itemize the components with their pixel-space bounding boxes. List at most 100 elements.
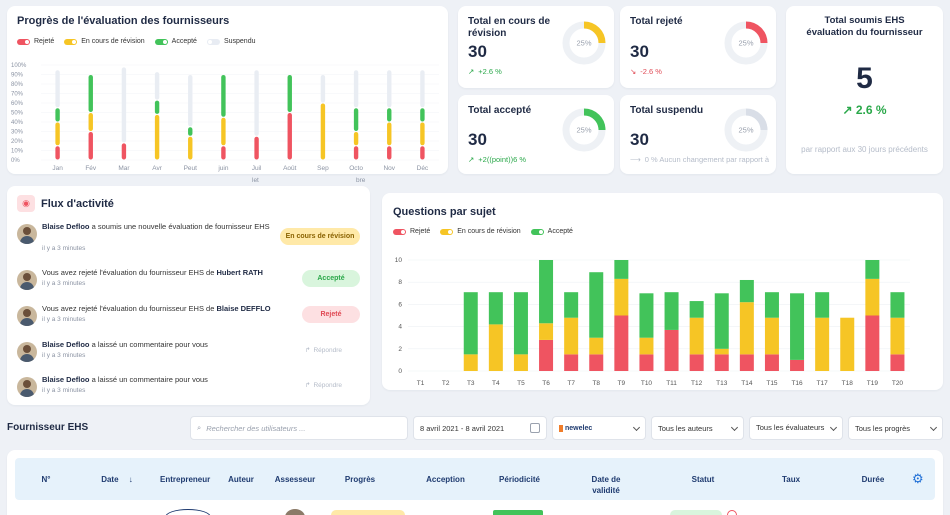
avatar (17, 224, 37, 244)
questions-title: Questions par sujet (393, 206, 496, 218)
bar-segment (188, 127, 193, 136)
kpi-review-donut: 25% (562, 21, 606, 65)
col-author[interactable]: Auteur (228, 475, 254, 484)
col-assessor[interactable]: Assesseur (274, 475, 316, 484)
donut-label: 25% (576, 39, 591, 48)
bar-segment (564, 292, 579, 318)
y-tick-label: 20% (11, 139, 24, 145)
status-badge[interactable]: Accepté (302, 270, 360, 287)
bar-segment (188, 136, 193, 160)
activity-title: Flux d'activité (41, 198, 114, 210)
bar-segment (387, 108, 392, 122)
reply-button[interactable]: ↱ Répondre (304, 346, 342, 355)
legend-review[interactable]: En cours de révision (440, 228, 521, 235)
col-status[interactable]: Statut (691, 475, 715, 484)
bar-segment (254, 70, 259, 136)
calendar-icon (530, 423, 540, 433)
bar-segment (639, 293, 654, 338)
bar-segment (463, 292, 478, 355)
bar-segment (639, 354, 654, 371)
gear-icon[interactable]: ⚙ (912, 471, 924, 486)
y-tick-label: 4 (398, 324, 402, 331)
bar-segment (689, 317, 704, 355)
bar-segment (55, 108, 60, 122)
status-badge[interactable]: En cours de révision (280, 228, 360, 245)
x-tick-label: T14 (741, 380, 753, 387)
legend-rejected[interactable]: Rejeté (17, 38, 54, 45)
search-icon: ⌕ (197, 423, 202, 432)
donut-label: 25% (738, 39, 753, 48)
bar-segment (614, 315, 629, 371)
x-tick-label: T5 (517, 380, 525, 387)
bar-segment (121, 143, 127, 160)
bar-segment (764, 317, 779, 355)
x-tick-label: T1 (417, 380, 425, 387)
kpi-accepted-delta: ↗ +2((point))6 % (468, 155, 527, 164)
bar-segment (488, 292, 503, 325)
bar-segment (639, 337, 654, 355)
legend-accepted[interactable]: Accepté (154, 38, 197, 45)
total-submitted-card: Total soumis EHS évaluation du fournisse… (786, 6, 943, 174)
bar-segment (890, 354, 905, 371)
bar-segment (221, 146, 226, 160)
bar-segment (287, 113, 292, 160)
x-tick-label: T20 (892, 380, 904, 387)
bar-segment (387, 122, 392, 146)
col-rate[interactable]: Taux (781, 475, 801, 484)
col-periodicity[interactable]: Périodicité (499, 475, 540, 484)
col-acception[interactable]: Acception (426, 475, 465, 484)
bar-segment (614, 278, 629, 316)
col-date[interactable]: Date ↓ (101, 475, 133, 484)
x-tick-label: T8 (592, 380, 600, 387)
legend-review[interactable]: En cours de révision (64, 38, 145, 45)
x-tick-label: T9 (618, 380, 626, 387)
bar-segment (221, 75, 226, 117)
kpi-review-title: Total en cours de révision (468, 16, 551, 39)
bar-segment (739, 302, 754, 355)
company-logo: newelec (559, 424, 592, 432)
col-number[interactable]: N° (41, 475, 51, 484)
suppliers-title: Fournisseur EHS (7, 422, 89, 433)
legend-suspended[interactable]: Suspendu (206, 38, 255, 45)
questions-chart: 0 2 4 6 8 10 T1 T2 T3 T4 T5 T6 T7 T8 T9 T10 T11 T12 T13 T14… (395, 257, 910, 387)
company-select[interactable]: newelec (552, 416, 646, 440)
status-badge (670, 510, 722, 515)
search-input[interactable]: ⌕ Rechercher des utilisateurs ... (190, 416, 408, 440)
x-tick-label: T17 (817, 380, 829, 387)
bar-segment (865, 260, 880, 279)
progress-select[interactable]: Tous les progrès (848, 416, 943, 440)
progress-badge (331, 510, 405, 515)
trend-up-icon: ↗ (468, 67, 475, 76)
kpi-suspended-donut: 25% (724, 108, 768, 152)
y-tick-label: 2 (398, 346, 402, 353)
trend-flat-icon: ⟶ (630, 155, 641, 164)
progress-card: Progrès de l'évaluation des fournisseurs… (7, 6, 448, 174)
authors-select[interactable]: Tous les auteurs (651, 416, 744, 440)
x-tick-label: Mar (118, 165, 130, 172)
legend-accepted[interactable]: Accepté (530, 228, 573, 235)
evaluators-select[interactable]: Tous les évaluateurs (749, 416, 843, 440)
legend-rejected[interactable]: Rejeté (393, 228, 430, 235)
col-validity-date[interactable]: Date de validité (591, 475, 621, 495)
status-badge[interactable]: Rejeté (302, 306, 360, 323)
reply-button[interactable]: ↱ Répondre (304, 381, 342, 390)
date-range-picker[interactable]: 8 avril 2021 - 8 avril 2021 (413, 416, 547, 440)
chevron-down-icon (730, 423, 739, 432)
chevron-down-icon (632, 423, 641, 432)
col-contractor[interactable]: Entrepreneur (160, 475, 211, 484)
col-progress[interactable]: Progrès (344, 475, 376, 484)
avatar (165, 509, 211, 515)
bar-segment (353, 108, 359, 131)
bar-segment (840, 317, 855, 371)
col-duration[interactable]: Durée (861, 475, 885, 484)
activity-item: Blaise Defloo a laissé un commentaire po… (17, 375, 360, 407)
x-tick-label: T18 (842, 380, 854, 387)
total-submitted-delta: ↗ 2.6 % (842, 103, 887, 117)
activity-card: ◉ Flux d'activité Blaise Defloo a soumis… (7, 186, 370, 405)
bar-segment (55, 70, 60, 108)
bar-segment (689, 301, 704, 318)
acception-badge (493, 510, 543, 515)
bar-segment (353, 132, 359, 146)
bar-segment (714, 354, 729, 371)
x-tick-label: juin (217, 165, 229, 172)
